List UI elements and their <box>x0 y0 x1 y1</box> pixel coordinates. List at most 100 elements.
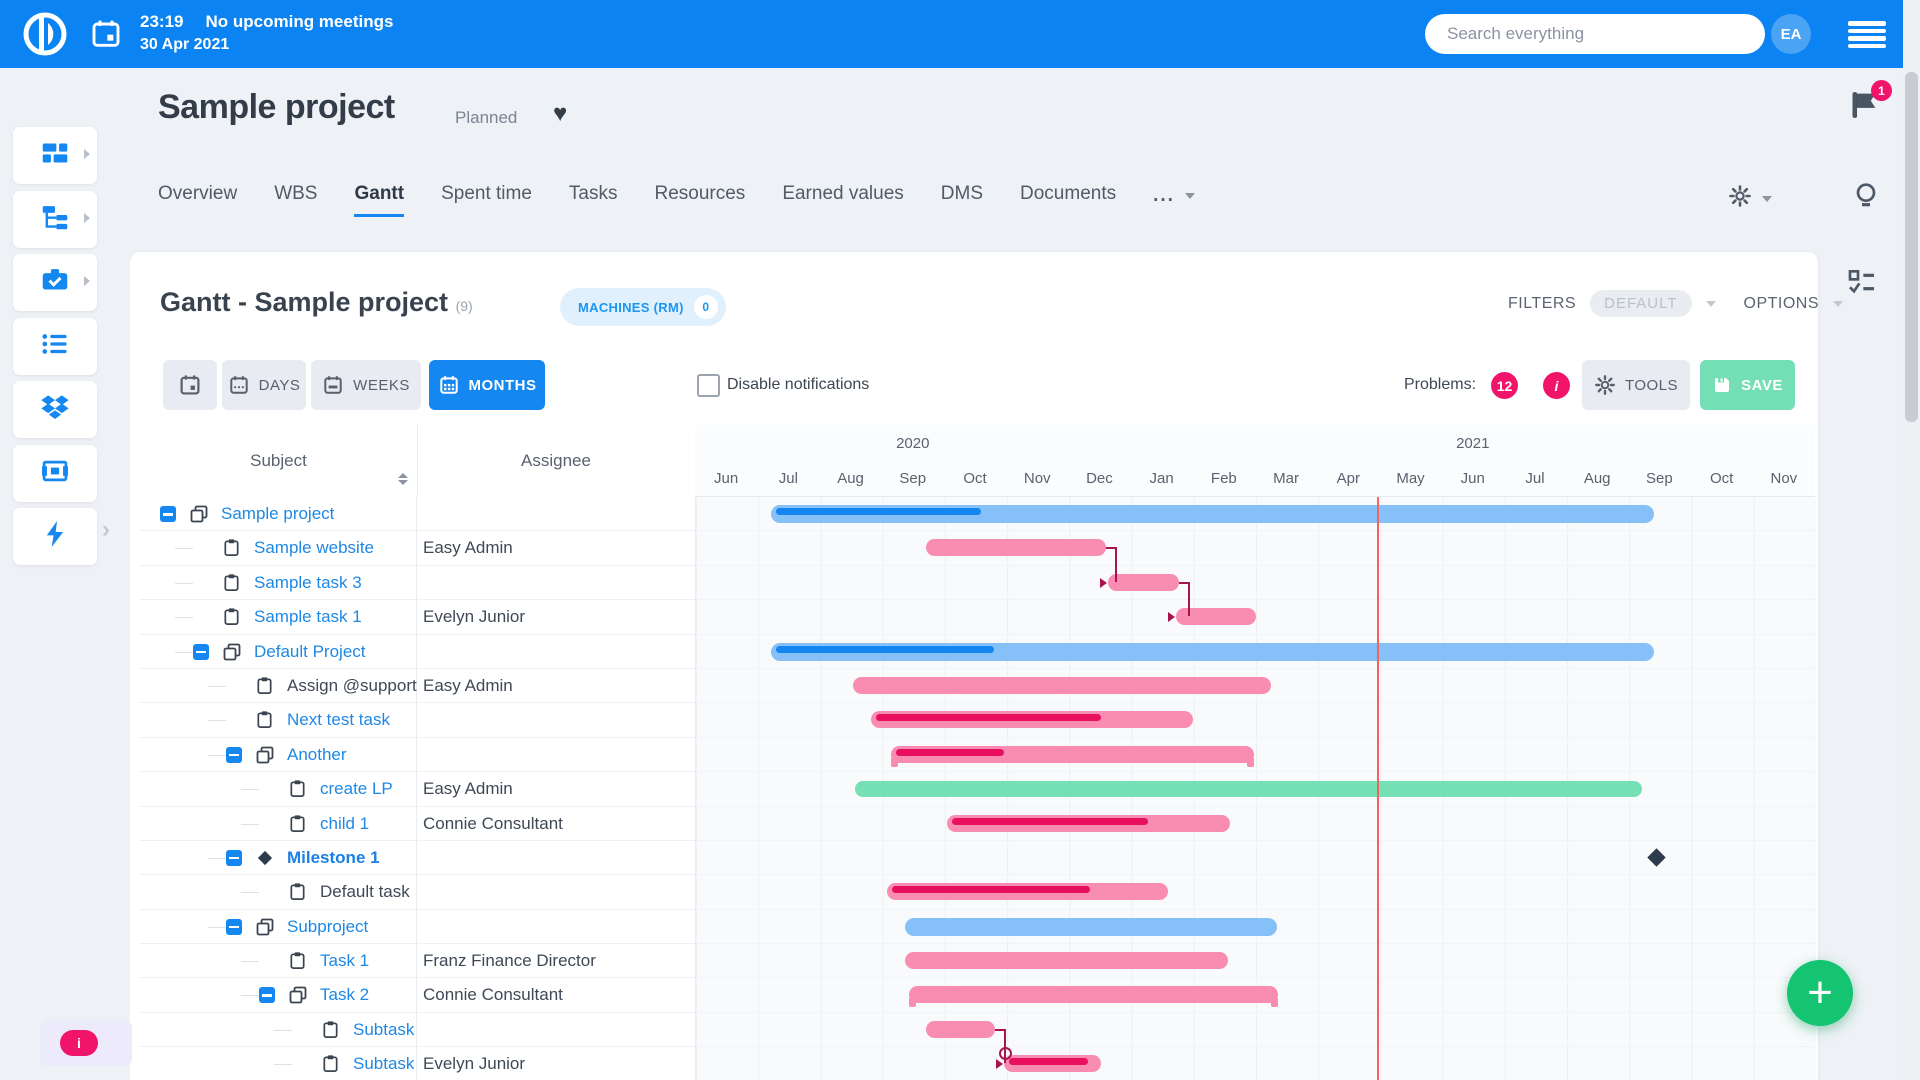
info-badge[interactable]: i <box>60 1030 98 1056</box>
table-row: Default Project <box>140 634 695 669</box>
gantt-bar[interactable] <box>853 676 1271 694</box>
flag-icon[interactable] <box>1847 88 1881 127</box>
left-sidebar: › i <box>0 68 132 1080</box>
sidebar-item-dashboard[interactable] <box>13 127 97 184</box>
user-avatar[interactable]: EA <box>1771 14 1811 54</box>
calendar-view-button[interactable] <box>163 360 217 410</box>
filters-label[interactable]: FILTERS <box>1508 294 1577 312</box>
collapse-toggle[interactable] <box>193 643 209 660</box>
scrollbar-thumb[interactable] <box>1905 72 1918 422</box>
gantt-bar[interactable] <box>1108 573 1179 591</box>
options-label[interactable]: OPTIONS <box>1743 294 1820 312</box>
machines-resource-button[interactable]: MACHINES (RM) 0 <box>560 288 726 326</box>
assignee-column-header[interactable]: Assignee <box>417 425 696 497</box>
gantt-row <box>696 635 1816 669</box>
save-button[interactable]: SAVE <box>1700 360 1795 410</box>
subject-link[interactable]: Next test task <box>287 710 390 730</box>
months-button[interactable]: MONTHS <box>429 360 545 410</box>
problems-info-icon[interactable]: i <box>1543 372 1570 399</box>
weeks-button[interactable]: WEEKS <box>311 360 421 410</box>
gantt-row <box>696 841 1816 876</box>
subject-link[interactable]: Subtask <box>353 1054 415 1074</box>
gantt-bar[interactable] <box>905 952 1228 970</box>
gantt-bar[interactable] <box>926 1020 995 1038</box>
milestone-diamond[interactable] <box>1647 848 1666 867</box>
sidebar-item-agenda[interactable] <box>13 317 97 375</box>
gantt-bar[interactable] <box>771 505 1654 523</box>
gear-icon[interactable] <box>1728 184 1752 213</box>
tab-tasks[interactable]: Tasks <box>568 183 618 204</box>
gantt-bar[interactable] <box>909 986 1278 1008</box>
checklist-icon[interactable] <box>1846 266 1878 303</box>
gantt-bar[interactable] <box>771 642 1654 661</box>
gantt-bar[interactable] <box>871 711 1193 729</box>
page-scrollbar[interactable] <box>1903 0 1920 1080</box>
tab-more[interactable]: ... <box>1153 183 1195 217</box>
days-button[interactable]: DAYS <box>222 360 306 410</box>
tools-button[interactable]: TOOLS <box>1582 360 1690 410</box>
filters-default-pill[interactable]: DEFAULT <box>1590 290 1692 317</box>
sidebar-item-tasks[interactable] <box>13 254 97 311</box>
chevron-down-icon <box>1833 300 1844 307</box>
app-logo-icon[interactable] <box>22 11 68 57</box>
sidebar-item-screens[interactable] <box>13 444 97 502</box>
table-row: create LP Easy Admin <box>140 772 695 807</box>
gantt-bar[interactable] <box>947 814 1230 832</box>
collapse-toggle[interactable] <box>160 506 176 522</box>
tab-gantt[interactable]: Gantt <box>354 183 405 217</box>
module-settings[interactable] <box>1728 184 1772 213</box>
gantt-bar[interactable] <box>926 539 1106 557</box>
subject-link[interactable]: Another <box>287 744 347 764</box>
gantt-bar[interactable] <box>1176 608 1256 626</box>
gantt-bar[interactable] <box>905 917 1277 936</box>
collapse-toggle[interactable] <box>226 746 242 763</box>
gantt-bar[interactable] <box>891 745 1254 767</box>
sidebar-item-project-tree[interactable] <box>13 190 97 248</box>
search-input[interactable] <box>1425 14 1765 54</box>
project-title: Sample project <box>158 88 395 126</box>
collapse-toggle[interactable] <box>226 849 242 866</box>
gantt-bar[interactable] <box>887 883 1168 901</box>
tab-wbs[interactable]: WBS <box>274 183 318 204</box>
subject-link[interactable]: Default task <box>320 882 410 902</box>
meetings-calendar-icon[interactable] <box>90 18 122 50</box>
tab-resources[interactable]: Resources <box>654 183 746 204</box>
gantt-bar[interactable] <box>855 781 1642 798</box>
favorite-heart-icon[interactable]: ♥ <box>553 100 568 127</box>
subject-link[interactable]: Default Project <box>254 641 366 661</box>
tab-documents[interactable]: Documents <box>1020 183 1117 204</box>
hamburger-menu-icon[interactable] <box>1848 21 1886 48</box>
table-row: Milestone 1 <box>140 840 695 876</box>
subject-link[interactable]: Sample task 3 <box>254 572 362 592</box>
subject-link[interactable]: Sample task 1 <box>254 607 362 627</box>
subject-link[interactable]: create LP <box>320 779 393 799</box>
collapse-toggle[interactable] <box>259 987 275 1004</box>
sort-icon[interactable] <box>398 473 408 485</box>
problems-count-badge[interactable]: 12 <box>1491 372 1518 399</box>
subject-link[interactable]: Assign @support <box>287 675 417 695</box>
collapse-toggle[interactable] <box>226 918 242 935</box>
subject-link[interactable]: Subtask <box>353 1019 415 1039</box>
disable-notifications-checkbox[interactable] <box>697 374 720 397</box>
subject-link[interactable]: Subproject <box>287 916 369 936</box>
month-label: Mar <box>1273 470 1299 487</box>
subject-link[interactable]: child 1 <box>320 813 370 833</box>
sidebar-item-dropbox[interactable] <box>13 381 97 438</box>
add-button[interactable]: + <box>1787 960 1853 1026</box>
subject-column-header[interactable]: Subject <box>140 425 418 497</box>
tab-earned-values[interactable]: Earned values <box>782 183 904 204</box>
subject-link[interactable]: Task 2 <box>320 985 370 1005</box>
tab-dms[interactable]: DMS <box>940 183 984 204</box>
assignee-name: Connie Consultant <box>423 813 563 833</box>
subject-link[interactable]: Milestone 1 <box>287 847 380 867</box>
gantt-bar[interactable] <box>1004 1055 1101 1073</box>
dependency-connector <box>1106 547 1117 550</box>
subject-link[interactable]: Sample website <box>254 538 375 558</box>
subject-link[interactable]: Sample project <box>221 504 335 523</box>
subject-link[interactable]: Task 1 <box>320 951 370 971</box>
sidebar-item-quick-actions[interactable] <box>13 508 97 565</box>
sidebar-expand-chevron[interactable]: › <box>102 516 110 543</box>
tab-spent-time[interactable]: Spent time <box>441 183 532 204</box>
tab-overview[interactable]: Overview <box>158 183 238 204</box>
lightbulb-icon[interactable] <box>1850 180 1882 217</box>
